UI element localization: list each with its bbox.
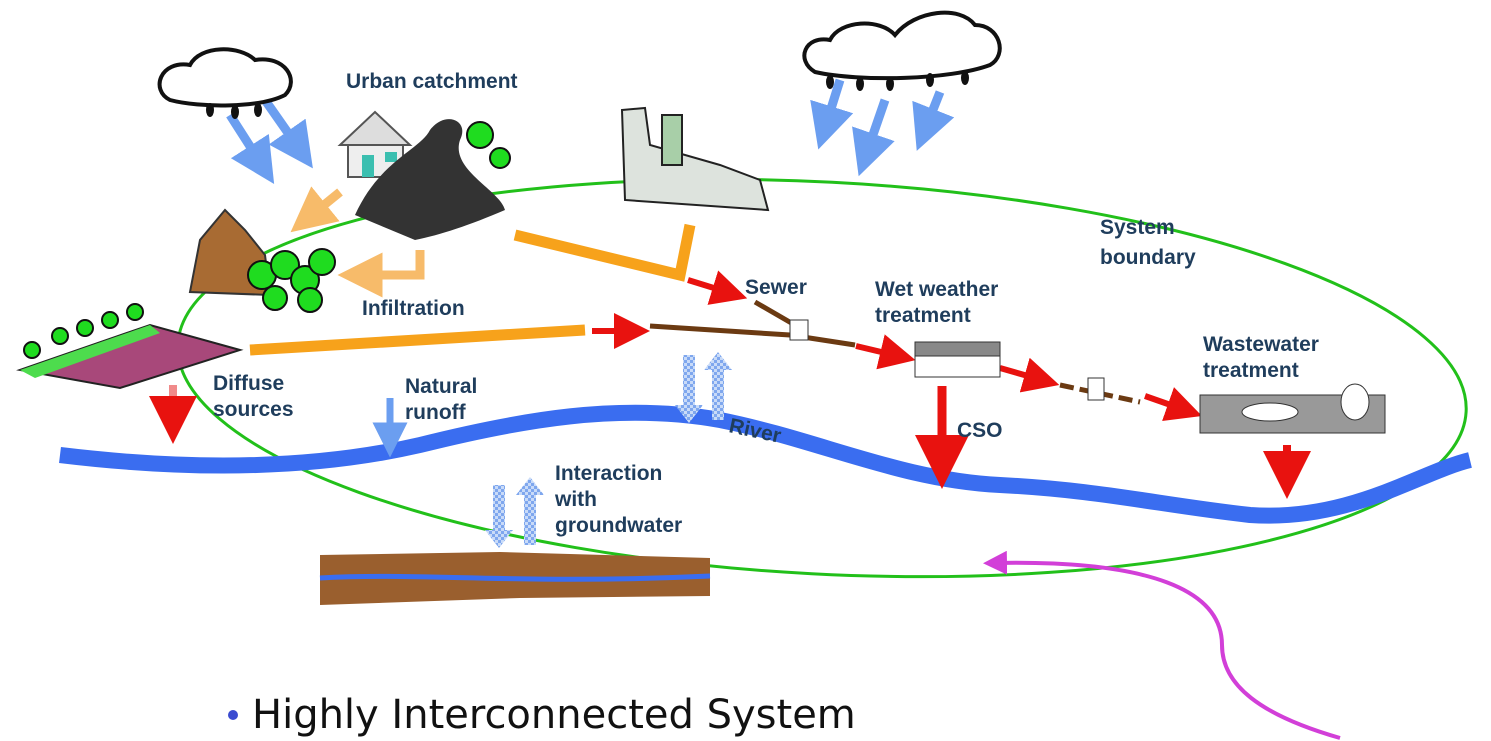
runoff-arrow bbox=[308, 192, 340, 218]
label: Urban catchment bbox=[346, 70, 518, 93]
aquifer bbox=[320, 576, 710, 579]
sewer-line bbox=[650, 326, 855, 345]
pipe bbox=[250, 330, 585, 350]
feedback-arrow bbox=[995, 563, 1340, 738]
label: Infiltration bbox=[362, 297, 465, 320]
manhole bbox=[1088, 378, 1104, 400]
clarifier bbox=[1242, 403, 1298, 421]
bullet-dot bbox=[228, 710, 238, 720]
rain-arrows bbox=[230, 80, 940, 440]
clouds bbox=[160, 13, 1000, 106]
digester bbox=[1341, 384, 1369, 420]
tank-top bbox=[915, 342, 1000, 356]
label: CSO bbox=[957, 419, 1003, 442]
infiltration-arrow bbox=[360, 250, 420, 275]
manhole bbox=[790, 320, 808, 340]
factory bbox=[622, 108, 768, 210]
diagram: Urban catchment Infiltration Diffusesour… bbox=[0, 0, 1491, 741]
bullet-text: Highly Interconnected System bbox=[252, 692, 856, 738]
pipe bbox=[515, 225, 690, 275]
label: River bbox=[727, 414, 783, 447]
label: Sewer bbox=[745, 276, 807, 299]
